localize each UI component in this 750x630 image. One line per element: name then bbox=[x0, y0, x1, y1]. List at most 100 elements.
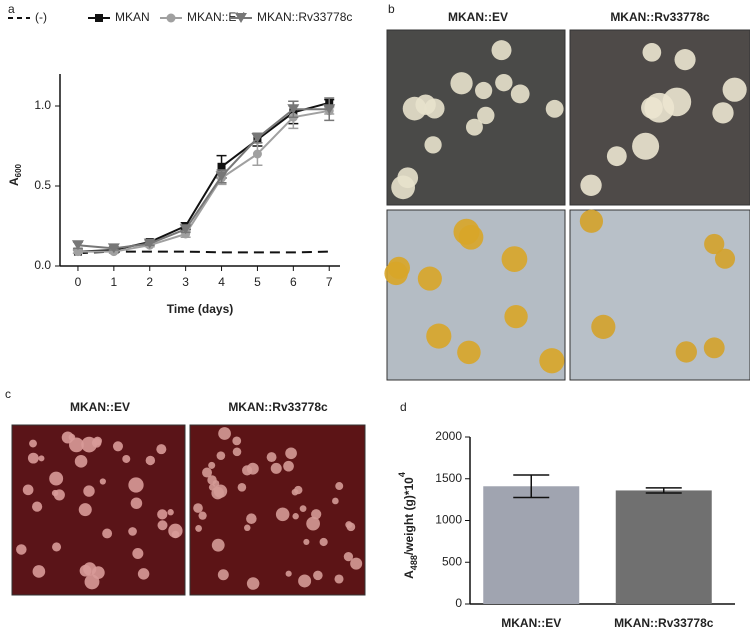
colony bbox=[132, 547, 144, 560]
colony bbox=[285, 447, 297, 460]
colony bbox=[283, 460, 294, 472]
colony bbox=[232, 436, 242, 446]
y-axis-title-sub: 600 bbox=[14, 163, 23, 177]
colony bbox=[313, 570, 323, 581]
colony bbox=[457, 340, 481, 365]
y-axis-title-main: A bbox=[402, 570, 416, 579]
colony bbox=[298, 574, 312, 588]
colony bbox=[675, 341, 697, 363]
bar bbox=[483, 486, 580, 604]
photo-caption: MKAN::EV bbox=[70, 400, 130, 414]
marker bbox=[252, 149, 262, 159]
colony bbox=[130, 497, 143, 510]
colony bbox=[415, 94, 436, 115]
y-axis-title: A600 bbox=[7, 163, 23, 186]
colony bbox=[32, 565, 46, 578]
colony bbox=[145, 455, 156, 466]
colony bbox=[52, 542, 62, 552]
panel-label: a bbox=[8, 2, 15, 16]
colony bbox=[112, 441, 123, 452]
legend-marker bbox=[95, 14, 103, 22]
colony bbox=[29, 439, 37, 448]
colony bbox=[122, 454, 131, 463]
colony bbox=[510, 84, 530, 104]
x-tick-label: 0 bbox=[75, 275, 82, 289]
colony bbox=[266, 452, 277, 463]
colony bbox=[128, 477, 144, 493]
colony bbox=[491, 40, 512, 61]
y-tick-label: 1500 bbox=[435, 471, 462, 485]
colony bbox=[606, 146, 627, 167]
colony bbox=[285, 570, 292, 577]
colony bbox=[211, 538, 225, 552]
colony bbox=[167, 509, 174, 516]
colony bbox=[246, 513, 257, 524]
x-tick-label: 7 bbox=[326, 275, 333, 289]
colony bbox=[426, 323, 452, 349]
marker bbox=[71, 240, 84, 251]
colony bbox=[22, 484, 34, 496]
colony bbox=[319, 537, 328, 547]
colony bbox=[198, 511, 207, 520]
colony bbox=[591, 314, 616, 339]
colony bbox=[208, 461, 216, 469]
x-tick-label: 1 bbox=[111, 275, 118, 289]
colony bbox=[343, 551, 354, 562]
colony bbox=[212, 480, 220, 487]
colony bbox=[641, 97, 663, 119]
y-tick-label: 500 bbox=[442, 554, 462, 568]
colony bbox=[216, 451, 226, 460]
colony bbox=[202, 467, 213, 478]
photo-caption: MKAN::Rv33778c bbox=[610, 10, 710, 24]
colony bbox=[128, 527, 137, 536]
colony bbox=[218, 427, 231, 440]
line bbox=[77, 101, 330, 253]
x-axis-title: Time (days) bbox=[167, 302, 233, 316]
line bbox=[77, 108, 330, 250]
colony bbox=[84, 574, 100, 590]
panel-label: c bbox=[5, 387, 11, 401]
legend-label: MKAN bbox=[115, 10, 150, 24]
marker bbox=[217, 162, 226, 171]
x-tick-label: 2 bbox=[146, 275, 153, 289]
marker bbox=[107, 243, 120, 254]
colony bbox=[475, 81, 493, 100]
colony bbox=[74, 455, 88, 468]
marker bbox=[215, 171, 228, 182]
photo bbox=[384, 209, 566, 381]
colony bbox=[137, 568, 150, 580]
colony bbox=[332, 497, 339, 505]
colony bbox=[242, 465, 253, 476]
y-axis-title-rest: /weight (g)*10 bbox=[402, 477, 416, 555]
panel-label: d bbox=[400, 400, 407, 414]
colony bbox=[704, 233, 725, 255]
colony bbox=[311, 509, 322, 520]
colony bbox=[171, 530, 180, 539]
colony bbox=[417, 266, 442, 291]
line bbox=[77, 250, 330, 255]
colony bbox=[674, 49, 696, 71]
photo bbox=[189, 424, 366, 596]
colony bbox=[275, 507, 290, 522]
colony bbox=[102, 528, 113, 539]
x-tick-label: MKAN::EV bbox=[501, 616, 561, 630]
colony bbox=[477, 106, 495, 125]
series bbox=[77, 250, 330, 255]
photo bbox=[11, 424, 186, 596]
marker bbox=[179, 224, 192, 235]
colony bbox=[244, 524, 251, 532]
colony bbox=[68, 433, 76, 441]
legend-label: MKAN::EV bbox=[187, 10, 244, 24]
colony bbox=[384, 261, 408, 286]
photo-caption: MKAN::EV bbox=[448, 10, 508, 24]
colony bbox=[217, 569, 229, 581]
colony bbox=[345, 521, 353, 529]
colony bbox=[539, 348, 565, 374]
colony bbox=[580, 174, 602, 196]
colony bbox=[27, 452, 39, 464]
colony bbox=[78, 503, 92, 517]
colony bbox=[458, 224, 484, 250]
line bbox=[77, 109, 330, 253]
error-bar bbox=[513, 474, 550, 499]
photo-bg bbox=[569, 209, 750, 381]
